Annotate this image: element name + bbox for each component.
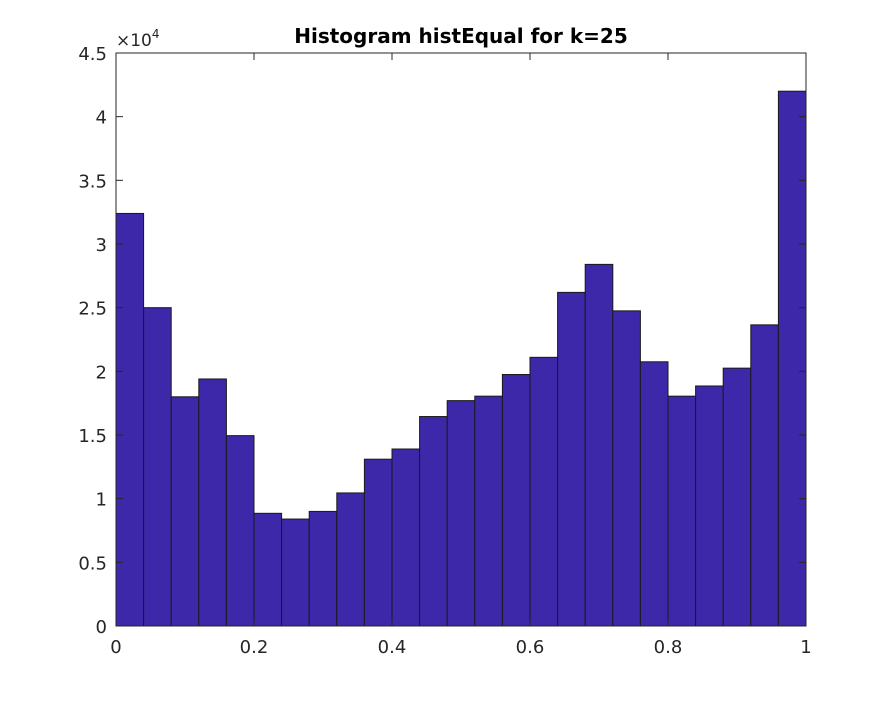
plot-frame: [115, 52, 807, 627]
x-tick-label-0: 0: [110, 637, 121, 658]
axes-group: [115, 52, 807, 627]
histogram-bar-15: [529, 356, 559, 627]
histogram-bar-21: [695, 385, 724, 627]
x-tick-label-3: 0.6: [516, 637, 545, 658]
x-tick-label-4: 0.8: [654, 637, 683, 658]
y-tick-label-5: 2.5: [78, 299, 107, 320]
y-axis-ticks: 0 0.5 1 1.5 2 2.5 3 3.5 4 4.5: [78, 44, 806, 638]
y-axis-exponent: ×104: [116, 27, 160, 51]
y-tick-label-6: 3: [96, 235, 107, 256]
histogram-bar-2: [170, 396, 200, 627]
histogram-bar-0: [115, 212, 145, 627]
y-tick-label-4: 2: [96, 362, 107, 383]
y-tick-label-3: 1.5: [78, 426, 107, 447]
histogram-bar-16: [557, 291, 586, 627]
histogram-bar-5: [253, 512, 283, 627]
x-tick-label-5: 1: [800, 637, 811, 658]
histogram-bar-20: [667, 395, 697, 627]
histogram-bar-23: [750, 324, 779, 627]
histogram-bar-7: [308, 510, 338, 627]
histogram-bar-11: [419, 416, 448, 627]
histogram-bar-24: [777, 90, 807, 627]
histogram-bar-14: [501, 374, 531, 627]
y-exponent-base: ×10: [116, 31, 152, 51]
histogram-bar-19: [639, 361, 669, 627]
histogram-bar-8: [336, 492, 365, 627]
y-tick-label-1: 0.5: [78, 553, 107, 574]
histogram-bar-3: [198, 378, 227, 627]
x-axis-ticks: 0 0.2 0.4 0.6 0.8 1: [110, 53, 812, 658]
x-tick-label-1: 0.2: [240, 637, 269, 658]
x-tick-label-2: 0.4: [378, 637, 407, 658]
histogram-bar-12: [446, 400, 476, 627]
histogram-bar-17: [584, 263, 614, 627]
y-tick-label-7: 3.5: [78, 171, 107, 192]
histogram-bar-6: [281, 518, 310, 627]
y-tick-label-9: 4.5: [78, 44, 107, 65]
histogram-bar-18: [612, 310, 641, 627]
histogram-bar-10: [391, 448, 421, 627]
y-tick-label-0: 0: [96, 617, 107, 638]
y-tick-label-2: 1: [96, 490, 107, 511]
histogram-bar-13: [474, 395, 503, 627]
chart-title: Histogram histEqual for k=25: [294, 24, 628, 48]
y-tick-label-8: 4: [96, 108, 107, 129]
histogram-bar-9: [363, 458, 393, 627]
bars-group: [115, 90, 807, 627]
y-exponent-power: 4: [152, 27, 160, 41]
histogram-bar-22: [722, 367, 752, 627]
histogram-bar-1: [143, 307, 172, 627]
histogram-bar-4: [225, 435, 255, 627]
